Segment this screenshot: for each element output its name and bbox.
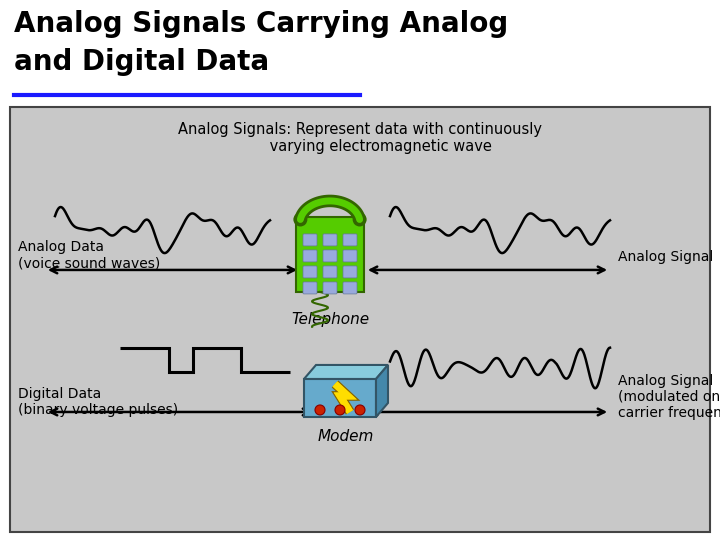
Text: Analog Data
(voice sound waves): Analog Data (voice sound waves) (18, 240, 161, 270)
Text: Analog Signal
(modulated on
carrier frequency): Analog Signal (modulated on carrier freq… (618, 374, 720, 420)
Circle shape (315, 405, 325, 415)
FancyBboxPatch shape (296, 217, 364, 292)
Polygon shape (304, 365, 388, 379)
FancyBboxPatch shape (303, 266, 317, 278)
Text: Digital Data
(binary voltage pulses): Digital Data (binary voltage pulses) (18, 387, 178, 417)
FancyBboxPatch shape (10, 107, 710, 532)
FancyBboxPatch shape (323, 282, 337, 294)
Text: Modem: Modem (318, 429, 374, 444)
Circle shape (293, 212, 307, 226)
FancyBboxPatch shape (343, 282, 357, 294)
Circle shape (353, 212, 366, 226)
FancyBboxPatch shape (303, 250, 317, 262)
Circle shape (335, 405, 345, 415)
Text: and Digital Data: and Digital Data (14, 48, 269, 76)
Text: Telephone: Telephone (291, 312, 369, 327)
Polygon shape (376, 365, 388, 417)
Text: Analog Signals: Represent data with continuously
         varying electromagneti: Analog Signals: Represent data with cont… (178, 122, 542, 154)
FancyBboxPatch shape (323, 266, 337, 278)
FancyBboxPatch shape (343, 266, 357, 278)
Text: Analog Signal: Analog Signal (618, 250, 714, 264)
FancyBboxPatch shape (303, 282, 317, 294)
FancyBboxPatch shape (303, 234, 317, 246)
FancyBboxPatch shape (343, 250, 357, 262)
FancyBboxPatch shape (343, 234, 357, 246)
FancyBboxPatch shape (304, 379, 376, 417)
Text: Analog Signals Carrying Analog: Analog Signals Carrying Analog (14, 10, 508, 38)
FancyBboxPatch shape (323, 250, 337, 262)
FancyBboxPatch shape (323, 234, 337, 246)
Circle shape (355, 405, 365, 415)
